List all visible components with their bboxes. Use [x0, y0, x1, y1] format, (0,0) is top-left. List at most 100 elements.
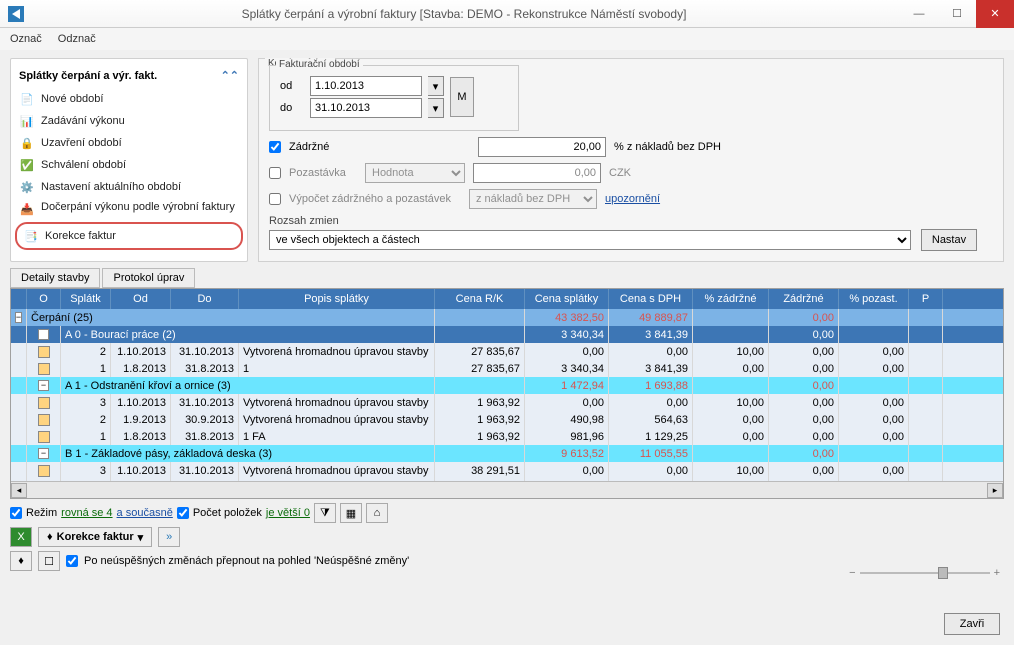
- maximize-button[interactable]: ☐: [938, 0, 976, 28]
- col-od[interactable]: Od: [111, 289, 171, 309]
- scroll-right-icon[interactable]: ▸: [987, 483, 1003, 498]
- grid-top-row[interactable]: −Čerpání (25)43 382,5049 889,870,00: [11, 309, 1003, 326]
- sidebar-item[interactable]: 📊Zadávání výkonu: [15, 110, 243, 132]
- window-title: Splátky čerpání a výrobní faktury [Stavb…: [28, 7, 900, 21]
- pocet-checkbox[interactable]: [177, 507, 189, 519]
- od-dropdown-icon[interactable]: ▾: [428, 76, 444, 96]
- do-input[interactable]: [310, 98, 422, 118]
- minimize-button[interactable]: —: [900, 0, 938, 28]
- forward-icon[interactable]: »: [158, 527, 180, 547]
- zadrzne-checkbox[interactable]: [269, 141, 281, 153]
- col-zadrzne[interactable]: Zádržné: [769, 289, 839, 309]
- col-last[interactable]: P: [909, 289, 943, 309]
- data-grid: O Splátk Od Do Popis splátky Cena R/K Ce…: [10, 288, 1004, 499]
- do-dropdown-icon[interactable]: ▾: [428, 98, 444, 118]
- grid-group-row[interactable]: −B 1 - Základové pásy, základová deska (…: [11, 445, 1003, 462]
- sidebar-item-korekce[interactable]: 📑 Korekce faktur: [15, 222, 243, 250]
- grid-data-row[interactable]: 11.8.201331.8.20131 FA1 963,92981,961 12…: [11, 428, 1003, 445]
- zavri-button[interactable]: Zavři: [944, 613, 1000, 635]
- close-button[interactable]: ✕: [976, 0, 1014, 28]
- zadrzne-input[interactable]: [478, 137, 606, 157]
- m-button[interactable]: M: [450, 77, 474, 117]
- sidebar-item-label: Nové období: [41, 93, 103, 105]
- sidebar-item[interactable]: 📥Dočerpání výkonu podle výrobní faktury: [15, 198, 243, 220]
- a-soucasne-link[interactable]: a současně: [117, 507, 173, 519]
- sidebar-item[interactable]: 📄Nové období: [15, 88, 243, 110]
- home-icon[interactable]: ⌂: [366, 503, 388, 523]
- col-do[interactable]: Do: [171, 289, 239, 309]
- pozastavka-select[interactable]: Hodnota: [365, 163, 465, 183]
- side-panel-header[interactable]: Splátky čerpání a výr. fakt. ⌃⌃: [15, 63, 243, 88]
- grid-data-row[interactable]: 21.10.201331.10.2013Vytvorená hromadnou …: [11, 343, 1003, 360]
- approve-icon: ✅: [19, 157, 35, 173]
- side-panel-title: Splátky čerpání a výr. fakt.: [19, 70, 157, 82]
- vypocet-checkbox[interactable]: [269, 193, 281, 205]
- filter-bar: Režim rovná se 4 a současně Počet polože…: [10, 503, 1004, 523]
- menu-odznac[interactable]: Odznač: [58, 33, 96, 45]
- grid-data-row[interactable]: 31.10.201331.10.2013Vytvorená hromadnou …: [11, 462, 1003, 479]
- pozastavka-suffix: CZK: [609, 167, 631, 179]
- fakturacni-obdobi: Fakturační období od ▾ do ▾ M: [269, 65, 519, 131]
- nastav-button[interactable]: Nastav: [921, 229, 977, 251]
- rezim-checkbox[interactable]: [10, 507, 22, 519]
- vypocet-label: Výpočet zádržného a pozastávek: [289, 193, 461, 205]
- zoom-slider[interactable]: − +: [849, 567, 1000, 579]
- columns-icon[interactable]: ▦: [340, 503, 362, 523]
- collapse-icon[interactable]: ⌃⌃: [221, 69, 239, 82]
- pozastavka-checkbox[interactable]: [269, 167, 281, 179]
- col-pctpozast[interactable]: % pozast.: [839, 289, 909, 309]
- side-panel: Splátky čerpání a výr. fakt. ⌃⌃ 📄Nové ob…: [10, 58, 248, 262]
- rovna-se-link[interactable]: rovná se 4: [61, 507, 112, 519]
- tab-protokol[interactable]: Protokol úprav: [102, 268, 195, 288]
- diamond-icon[interactable]: ♦: [10, 551, 32, 571]
- upozorneni-link[interactable]: upozornění: [605, 193, 660, 205]
- grid-header: O Splátk Od Do Popis splátky Cena R/K Ce…: [11, 289, 1003, 309]
- vypocet-select[interactable]: z nákladů bez DPH: [469, 189, 597, 209]
- pozastavka-input: [473, 163, 601, 183]
- rezim-label: Režim: [26, 507, 57, 519]
- grid-data-row[interactable]: 11.8.201331.8.2013127 835,673 340,343 84…: [11, 360, 1003, 377]
- zadrzne-label: Zádržné: [289, 141, 384, 153]
- col-cenark[interactable]: Cena R/K: [435, 289, 525, 309]
- neusp-label: Po neúspěšných změnách přepnout na pohle…: [84, 555, 409, 567]
- horizontal-scrollbar[interactable]: ◂ ▸: [11, 481, 1003, 498]
- col-pctzadrzne[interactable]: % zádržné: [693, 289, 769, 309]
- excel-icon[interactable]: X: [10, 527, 32, 547]
- grid-data-row[interactable]: 31.10.201331.10.2013Vytvorená hromadnou …: [11, 394, 1003, 411]
- title-bar: Splátky čerpání a výrobní faktury [Stavb…: [0, 0, 1014, 28]
- tab-detaily[interactable]: Detaily stavby: [10, 268, 100, 288]
- rozsah-label: Rozsah zmien: [269, 215, 993, 227]
- minus-icon[interactable]: −: [849, 567, 855, 579]
- col-popis[interactable]: Popis splátky: [239, 289, 435, 309]
- col-o[interactable]: O: [27, 289, 61, 309]
- pocet-label: Počet položek: [193, 507, 262, 519]
- scroll-left-icon[interactable]: ◂: [11, 483, 27, 498]
- grid-body[interactable]: −Čerpání (25)43 382,5049 889,870,00−A 0 …: [11, 309, 1003, 481]
- od-input[interactable]: [310, 76, 422, 96]
- je-vetsi-link[interactable]: je větší 0: [266, 507, 310, 519]
- sidebar-item[interactable]: 🔒Uzavření období: [15, 132, 243, 154]
- invoice-correction-icon: 📑: [23, 228, 39, 244]
- col-cenaspl[interactable]: Cena splátky: [525, 289, 609, 309]
- plus-icon[interactable]: +: [994, 567, 1000, 579]
- korekce-faktur-dropdown[interactable]: ♦ Korekce faktur ▾: [38, 527, 152, 547]
- korekce-panel: Korekce faktur Fakturační období od ▾ do…: [258, 58, 1004, 262]
- col-splatka[interactable]: Splátk: [61, 289, 111, 309]
- checkbox-icon[interactable]: ☐: [38, 551, 60, 571]
- neusp-checkbox[interactable]: [66, 555, 78, 567]
- rozsah-select[interactable]: ve všech objektech a částech: [269, 230, 911, 250]
- grid-group-row[interactable]: −A 1 - Odstranění křoví a ornice (3)1 47…: [11, 377, 1003, 394]
- grid-group-row[interactable]: −A 0 - Bourací práce (2)3 340,343 841,39…: [11, 326, 1003, 343]
- grid-data-row[interactable]: 21.9.201330.9.2013Vytvorená hromadnou úp…: [11, 479, 1003, 481]
- do-label: do: [280, 102, 304, 114]
- grid-data-row[interactable]: 21.9.201330.9.2013Vytvorená hromadnou úp…: [11, 411, 1003, 428]
- sidebar-item-label: Nastavení aktuálního období: [41, 181, 181, 193]
- sidebar-item-label: Korekce faktur: [45, 230, 116, 242]
- menu-oznac[interactable]: Označ: [10, 33, 42, 45]
- sidebar-item[interactable]: ✅ Schválení období: [15, 154, 243, 176]
- filter-icon[interactable]: ⧩: [314, 503, 336, 523]
- sidebar-item[interactable]: ⚙️Nastavení aktuálního období: [15, 176, 243, 198]
- sidebar-item-label: Schválení období: [41, 159, 126, 171]
- col-cenadph[interactable]: Cena s DPH: [609, 289, 693, 309]
- sidebar-item-label: Zadávání výkonu: [41, 115, 125, 127]
